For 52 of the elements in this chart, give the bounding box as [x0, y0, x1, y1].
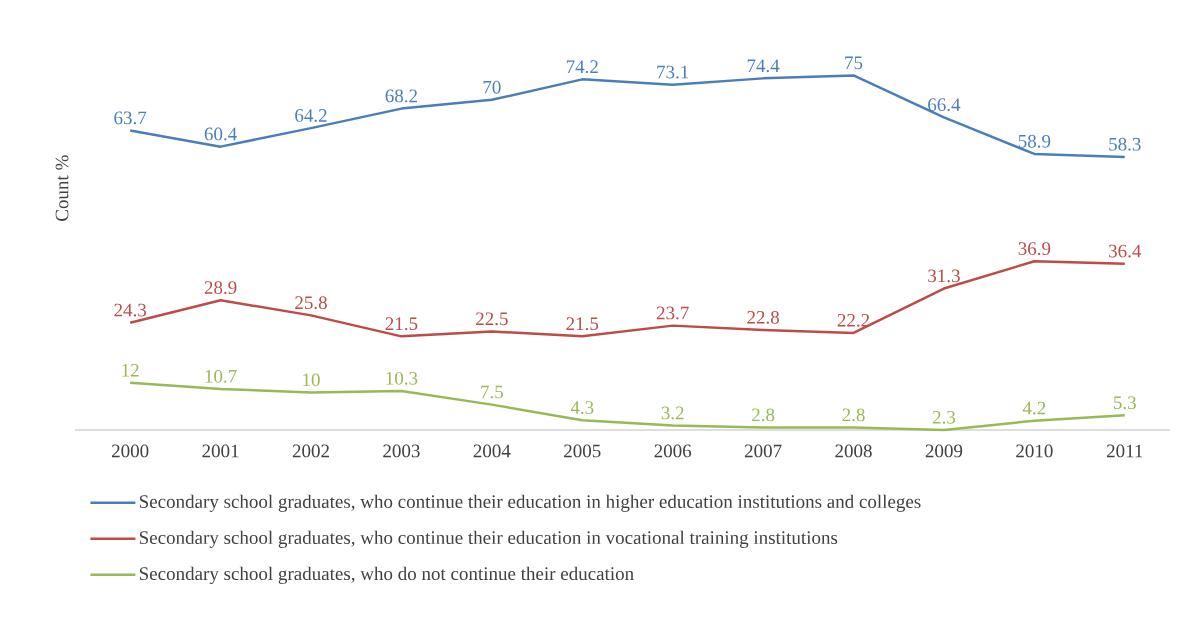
legend-label: Secondary school graduates, who do not continue their education — [139, 566, 634, 584]
data-label: 25.8 — [295, 296, 327, 310]
data-label: 10 — [303, 373, 320, 387]
data-label: 2.8 — [752, 408, 775, 422]
data-label: 28.9 — [204, 281, 237, 295]
data-label: 22.8 — [747, 310, 779, 324]
x-tick-label: 2010 — [1016, 444, 1053, 458]
data-label: 36.4 — [1109, 244, 1142, 258]
data-label: 58.9 — [1018, 134, 1051, 148]
data-label: 64.2 — [295, 109, 327, 122]
legend-label: Secondary school graduates, who continue their education in higher education institutions and colleges — [139, 494, 921, 512]
legend-label: Secondary school graduates, who continue their education in vocational training institutions — [139, 530, 838, 548]
data-label: 74.4 — [747, 59, 780, 73]
x-tick-label: 2000 — [112, 444, 149, 458]
data-label: 3.2 — [661, 406, 684, 420]
data-label: 22.5 — [476, 312, 508, 326]
x-tick-label: 2008 — [835, 444, 872, 458]
data-label: 21.5 — [566, 317, 599, 331]
data-label: 7.5 — [481, 385, 503, 399]
data-label: 4.2 — [1022, 401, 1046, 415]
data-label: 23.7 — [656, 306, 689, 320]
data-label: 70 — [483, 80, 501, 94]
data-label: 74.2 — [566, 60, 598, 74]
x-tick-label: 2007 — [744, 444, 782, 458]
x-tick-label: 2005 — [564, 444, 601, 458]
data-label: 5.3 — [1114, 396, 1136, 410]
data-label: 66.4 — [928, 98, 961, 112]
data-label: 21.5 — [385, 317, 418, 331]
data-label: 2.8 — [842, 408, 865, 422]
data-label: 75 — [845, 56, 863, 70]
data-label: 10.3 — [386, 371, 418, 385]
data-label: 73.1 — [657, 65, 689, 79]
data-label: 36.9 — [1018, 242, 1051, 256]
data-label: 58.3 — [1109, 137, 1141, 151]
x-tick-label: 2004 — [473, 444, 511, 458]
x-tick-label: 2002 — [292, 444, 329, 458]
x-tick-label: 2011 — [1106, 444, 1143, 458]
data-label: 22.2 — [837, 313, 870, 327]
data-label: 31.3 — [928, 269, 960, 283]
data-label: 10.7 — [205, 369, 237, 383]
data-label: 4.3 — [570, 401, 594, 415]
data-label: 68.2 — [385, 89, 417, 103]
data-label: 60.4 — [204, 127, 237, 141]
data-label: 12 — [122, 363, 139, 377]
x-tick-label: 2009 — [925, 444, 963, 458]
y-axis-title: Count % — [55, 155, 69, 221]
x-tick-label: 2006 — [654, 444, 692, 458]
data-label: 24.3 — [114, 303, 147, 317]
x-tick-label: 2001 — [202, 444, 239, 458]
data-label: 63.7 — [114, 111, 147, 125]
x-tick-label: 2003 — [383, 444, 420, 458]
data-label: 2.3 — [932, 410, 956, 424]
